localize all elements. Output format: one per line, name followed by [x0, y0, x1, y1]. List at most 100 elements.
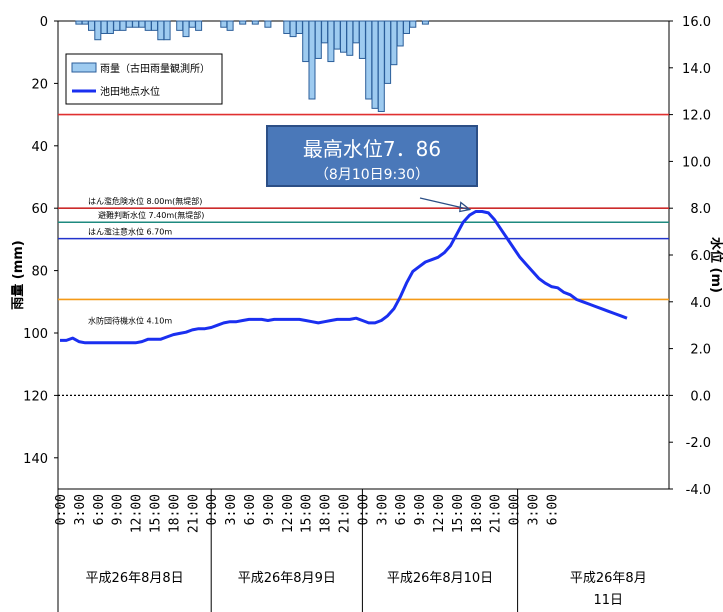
- time-tick-label: 21:00: [186, 494, 201, 533]
- time-tick-label: 0:00: [54, 494, 69, 525]
- time-tick-label: 6:00: [394, 494, 409, 525]
- right-tick-label: 16.0: [682, 15, 711, 30]
- time-tick-label: 21:00: [489, 494, 504, 533]
- rain-bar: [163, 20, 171, 41]
- axes: 0 20 40 60 80 100 120 140 16.0 14.0 12.0 10.0 8.0 6.0…: [11, 15, 723, 498]
- left-tick-label: 60: [31, 202, 48, 217]
- rain-bar: [333, 20, 341, 50]
- time-tick-label: 15:00: [300, 494, 315, 533]
- time-tick-label: 12:00: [130, 494, 145, 533]
- rain-bar: [371, 20, 379, 109]
- right-tick-label: 12.0: [682, 109, 711, 124]
- date-label: 平成26年8月8日: [86, 571, 184, 586]
- time-tick-label: 6:00: [243, 494, 258, 525]
- right-tick-label: 8.0: [690, 202, 711, 217]
- time-tick-label: 3:00: [375, 494, 390, 525]
- rain-bar: [295, 20, 303, 34]
- rain-bar: [182, 20, 190, 38]
- rain-bar: [390, 20, 398, 66]
- left-tick-label: 140: [23, 452, 48, 467]
- rain-bar: [75, 20, 83, 25]
- rain-bar: [113, 20, 121, 31]
- rain-bar: [308, 20, 316, 100]
- peak-arrow-head: [459, 201, 472, 213]
- right-tick-label: -4.0: [686, 483, 711, 498]
- rain-bar: [352, 20, 360, 44]
- right-tick-label: -2.0: [686, 436, 711, 451]
- time-tick-label: 9:00: [262, 494, 277, 525]
- time-tick-label: 0:00: [205, 494, 220, 525]
- water-level-series: [60, 210, 628, 345]
- rain-bar: [289, 20, 297, 38]
- legend-swatch-rain: [71, 62, 97, 73]
- peak-arrow: [419, 197, 472, 213]
- rain-bar: [403, 20, 410, 34]
- time-tick-label: 3:00: [224, 494, 239, 525]
- date-label: 平成26年8月9日: [238, 571, 336, 586]
- time-tick-label: 18:00: [470, 494, 485, 533]
- peak-arrow-line: [419, 197, 470, 211]
- rain-bar: [188, 20, 196, 28]
- rain-bar: [106, 20, 114, 34]
- rain-bar: [327, 20, 335, 63]
- time-tick-label: 3:00: [527, 494, 542, 525]
- rain-bar: [302, 20, 310, 63]
- right-tick-label: 10.0: [682, 155, 711, 170]
- rain-bar: [157, 20, 165, 41]
- rain-bar: [321, 20, 329, 44]
- right-tick-label: 6.0: [690, 249, 711, 264]
- time-tick-label: 6:00: [92, 494, 107, 525]
- right-tick-label: 14.0: [682, 62, 711, 77]
- water-level-line: [60, 210, 628, 345]
- time-tick-label: 15:00: [149, 494, 164, 533]
- legend-label-rain: 雨量（古田雨量観測所）: [100, 62, 210, 75]
- legend-label-level: 池田地点水位: [100, 85, 160, 98]
- rain-bar: [144, 20, 152, 31]
- rain-bar: [396, 20, 404, 47]
- date-label: 平成26年8月 11日: [570, 571, 647, 608]
- time-tick-label: 21:00: [338, 494, 353, 533]
- time-tick-label: 18:00: [167, 494, 182, 533]
- reference-line-label: はん濫注意水位 6.70m: [88, 227, 172, 237]
- time-tick-label: 9:00: [413, 494, 428, 525]
- rain-bar: [251, 20, 259, 25]
- left-tick-label: 0: [40, 15, 48, 30]
- time-tick-label: 6:00: [545, 494, 560, 525]
- left-tick-label: 40: [31, 140, 48, 155]
- right-tick-label: 2.0: [690, 343, 711, 358]
- rain-bar: [151, 20, 158, 31]
- time-tick-label: 3:00: [73, 494, 88, 525]
- time-axis: 0:00 3:00 6:00 9:00 12:00 15:00 18:00 21:00 0:00…: [54, 488, 669, 612]
- rain-bar: [125, 20, 133, 28]
- rain-bar: [377, 20, 385, 112]
- rain-bar: [365, 20, 373, 100]
- reference-lines: はん濫危険水位 8.00m(無堤部) 避難判断水位 7.40m(無堤部) はん濫注意…: [58, 113, 669, 396]
- rain-bar: [421, 20, 429, 25]
- rain-bar: [340, 20, 347, 53]
- right-tick-label: 4.0: [690, 296, 711, 311]
- reference-line-label: はん濫危険水位 8.00m(無堤部): [88, 196, 202, 206]
- left-tick-label: 20: [31, 77, 48, 92]
- time-tick-label: 12:00: [432, 494, 447, 533]
- time-tick-label: 12:00: [281, 494, 296, 533]
- time-tick-label: 9:00: [111, 494, 126, 525]
- rain-bar: [176, 20, 184, 31]
- rain-bar: [220, 20, 228, 28]
- legend: 雨量（古田雨量観測所） 池田地点水位: [65, 53, 223, 105]
- rain-bar: [264, 20, 272, 28]
- time-tick-label: 15:00: [451, 494, 466, 533]
- time-tick-label: 0:00: [508, 494, 523, 525]
- date-label: 平成26年8月10日: [387, 571, 493, 586]
- rain-bar: [226, 20, 234, 31]
- time-tick-label: 0:00: [356, 494, 371, 525]
- reference-line-label: 水防団待機水位 4.10m: [88, 315, 172, 325]
- right-tick-label: 0.0: [690, 389, 711, 404]
- rain-bar: [239, 20, 247, 25]
- rain-bar: [88, 20, 95, 31]
- reference-line-label: 避難判断水位 7.40m(無堤部): [98, 210, 204, 220]
- peak-callout: 最高水位7．86 （8月10日9:30）: [266, 125, 478, 187]
- rain-bar: [384, 20, 392, 84]
- rain-bar: [100, 20, 108, 34]
- left-tick-label: 100: [23, 327, 48, 342]
- peak-callout-time: （8月10日9:30）: [314, 167, 430, 183]
